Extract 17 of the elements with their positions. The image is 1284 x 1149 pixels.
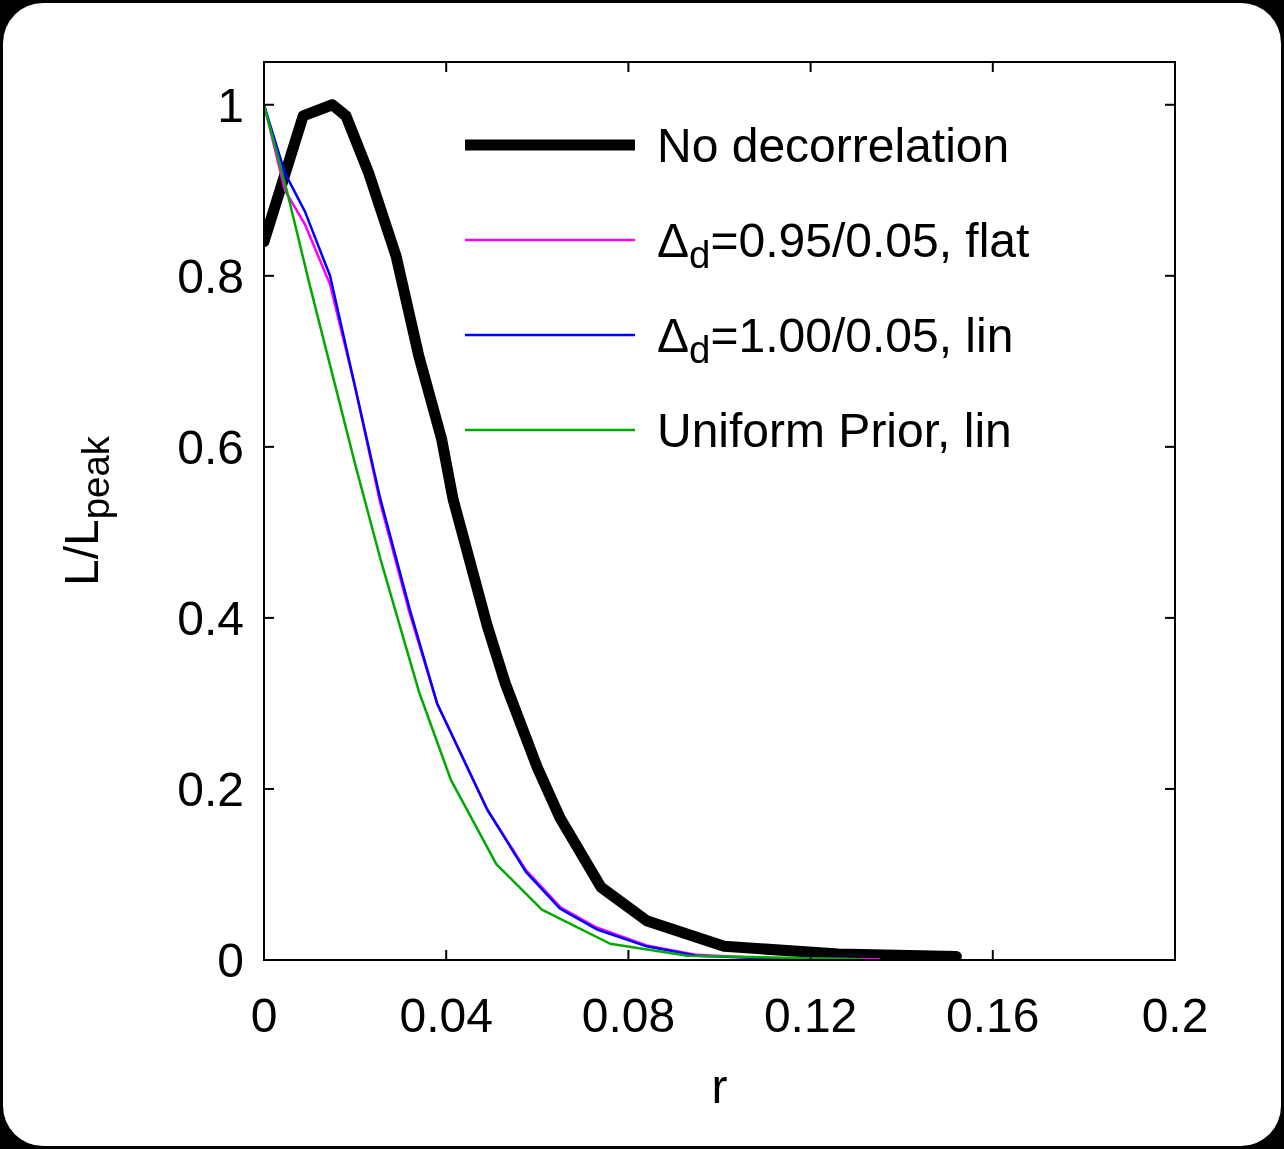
y-tick-label: 0.8 <box>177 249 244 303</box>
y-tick-label: 0 <box>217 934 244 987</box>
legend-label: Δ$_{d}$=1.00/0.05, lin <box>657 309 1014 372</box>
legend-label: Δ$_{d}$=0.95/0.05, flat <box>657 214 1030 277</box>
legend-label: No decorrelation <box>657 119 1010 172</box>
x-tick-label: 0.08 <box>581 989 676 1042</box>
y-tick-label: 1 <box>217 78 244 132</box>
legend-label: Uniform Prior, lin <box>657 404 1012 457</box>
x-tick-label: 0 <box>250 989 278 1042</box>
x-tick-label: 0.12 <box>763 989 858 1042</box>
y-tick-label: 0.4 <box>177 591 244 645</box>
x-axis-title: r <box>711 1060 728 1113</box>
y-tick-label: 0.6 <box>177 420 244 474</box>
x-tick-label: 0.04 <box>399 989 493 1042</box>
y-tick-label: 0.2 <box>177 762 244 816</box>
x-tick-label: 0.16 <box>946 989 1040 1042</box>
x-tick-label: 0.2 <box>1141 989 1209 1042</box>
